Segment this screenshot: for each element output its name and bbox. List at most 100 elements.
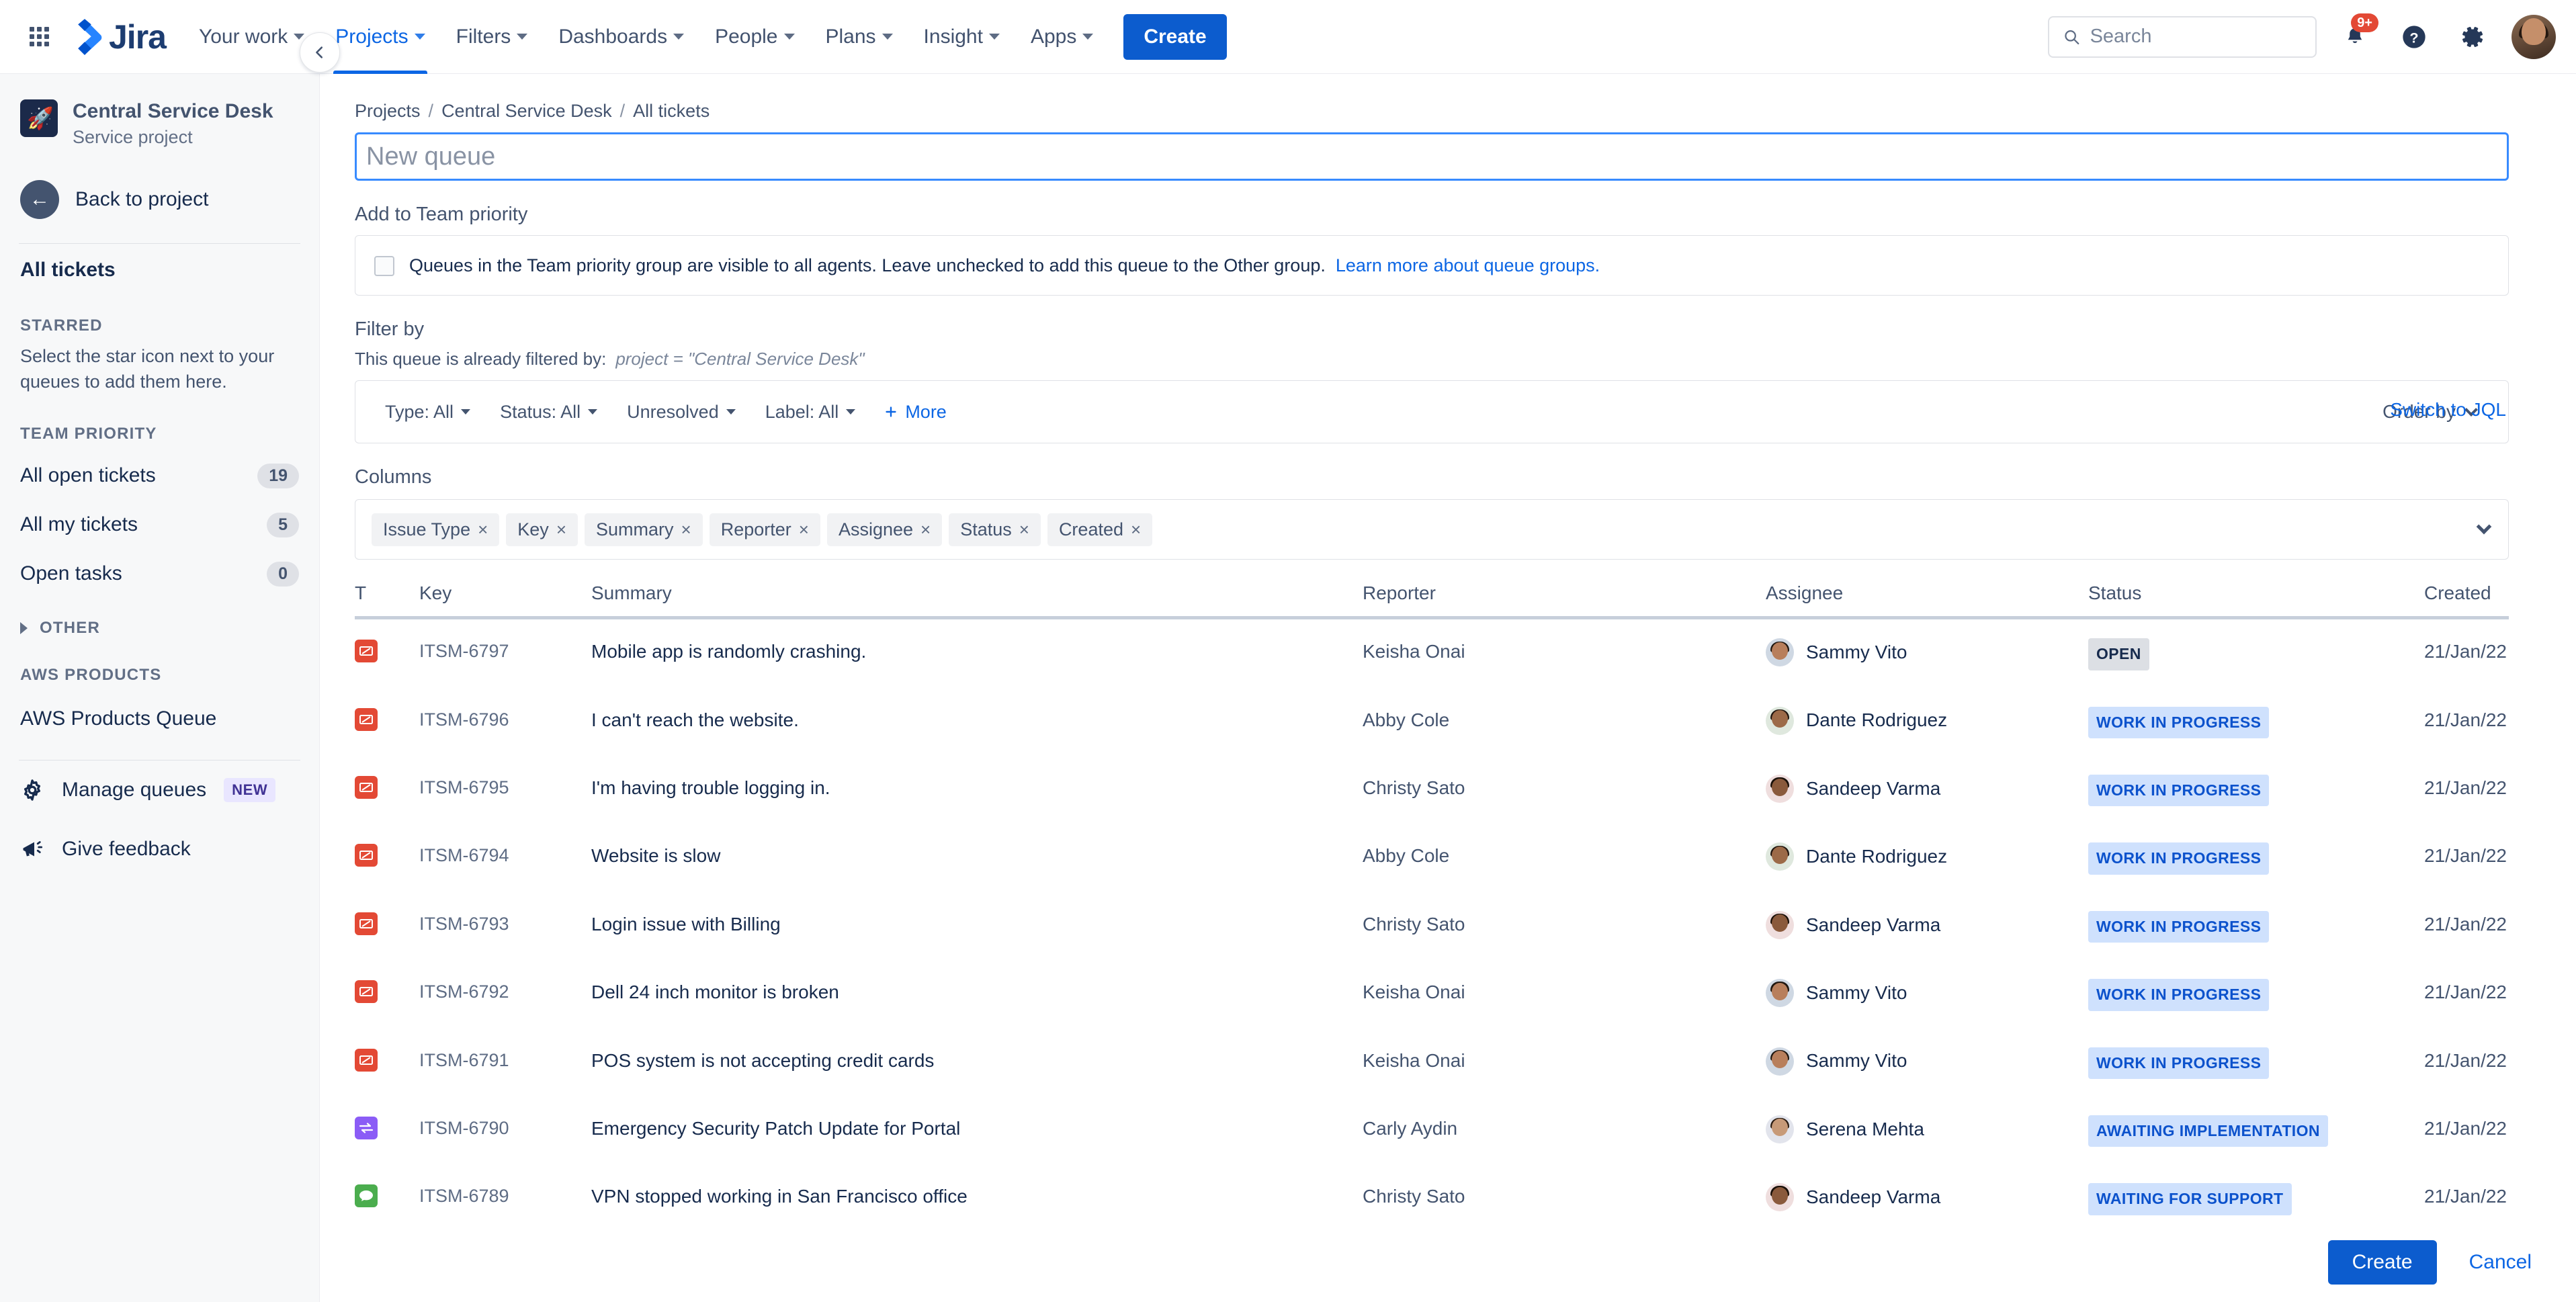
nav-item-plans[interactable]: Plans [810,0,908,74]
column-chip-summary[interactable]: Summary × [585,513,703,546]
column-chip-key[interactable]: Key × [506,513,578,546]
issue-key-cell[interactable]: ITSM-6793 [419,913,509,934]
column-chip-status[interactable]: Status × [949,513,1041,546]
remove-icon[interactable]: × [681,519,691,539]
filter-type[interactable]: Type: All [373,394,482,431]
project-header[interactable]: 🚀 Central Service Desk Service project [0,74,319,155]
back-to-project-link[interactable]: ← Back to project [0,155,319,243]
nav-item-dashboards[interactable]: Dashboards [543,0,699,74]
create-queue-button[interactable]: Create [2327,1240,2437,1285]
table-row[interactable]: ITSM-6790 Emergency Security Patch Update… [355,1096,2509,1164]
issue-key-cell[interactable]: ITSM-6790 [419,1117,509,1138]
queue-count-badge: 5 [267,512,299,537]
nav-item-insight[interactable]: Insight [908,0,1015,74]
columns-selector[interactable]: Issue Type × Key × Summary × Reporter × … [355,499,2509,560]
issue-summary-cell[interactable]: I can't reach the website. [591,709,799,730]
column-header-assignee[interactable]: Assignee [1766,582,1844,604]
table-row[interactable]: ITSM-6793 Login issue with Billing Christy… [355,892,2509,960]
remove-icon[interactable]: × [920,519,931,539]
table-row[interactable]: ITSM-6792 Dell 24 inch monitor is broken K… [355,960,2509,1028]
table-row[interactable]: ITSM-6791 POS system is not accepting cre… [355,1029,2509,1096]
sidebar-collapse-button[interactable] [300,32,340,73]
issue-key-cell[interactable]: ITSM-6794 [419,845,509,866]
user-avatar[interactable] [2511,14,2556,59]
filter-more-button[interactable]: More [873,394,957,431]
learn-more-queue-groups-link[interactable]: Learn more about queue groups. [1335,255,1600,275]
breadcrumb-all-tickets[interactable]: All tickets [633,101,710,121]
issue-summary-cell[interactable]: Mobile app is randomly crashing. [591,641,867,662]
issue-summary-cell[interactable]: Login issue with Billing [591,913,781,935]
column-header-key[interactable]: Key [419,582,452,604]
column-chip-issue-type[interactable]: Issue Type × [372,513,500,546]
chevron-down-icon[interactable] [2476,519,2492,535]
issue-summary-cell[interactable]: Emergency Security Patch Update for Port… [591,1117,961,1139]
settings-button[interactable] [2452,16,2494,58]
column-header-type[interactable]: T [355,582,367,604]
nav-item-people[interactable]: People [699,0,810,74]
sidebar-section-other[interactable]: OTHER [0,599,319,646]
table-row[interactable]: ITSM-6797 Mobile app is randomly crashing… [355,619,2509,687]
breadcrumb-central-service-desk[interactable]: Central Service Desk [441,101,612,121]
issue-summary-cell[interactable]: Website is slow [591,845,721,867]
column-header-reporter[interactable]: Reporter [1363,582,1436,604]
filter-status[interactable]: Status: All [488,394,609,431]
issue-key-cell[interactable]: ITSM-6795 [419,777,509,798]
sidebar-queue-open-tasks[interactable]: Open tasks 0 [0,550,319,599]
jira-home-link[interactable]: Jira [67,17,167,56]
issue-summary-cell[interactable]: I'm having trouble logging in. [591,777,830,799]
issue-key-cell[interactable]: ITSM-6789 [419,1186,509,1207]
sidebar-item-all-tickets[interactable]: All tickets [20,259,116,281]
table-row[interactable]: ITSM-6796 I can't reach the website. Abby … [355,688,2509,756]
cancel-button[interactable]: Cancel [2460,1251,2541,1274]
issue-key-cell[interactable]: ITSM-6797 [419,641,509,662]
queue-name-input[interactable] [355,132,2509,181]
filter-label[interactable]: Label: All [753,394,868,431]
issue-summary-cell[interactable]: POS system is not accepting credit cards [591,1049,935,1071]
app-switcher-button[interactable] [20,18,58,56]
nav-item-filters[interactable]: Filters [441,0,544,74]
column-header-created[interactable]: Created [2424,582,2491,604]
remove-icon[interactable]: × [478,519,488,539]
column-chip-reporter[interactable]: Reporter × [709,513,820,546]
issues-preview-table: T Key Summary Reporter Assignee Status C… [355,582,2509,1302]
breadcrumb-projects[interactable]: Projects [355,101,421,121]
issue-key-cell[interactable]: ITSM-6796 [419,709,509,730]
queue-label: All my tickets [20,513,138,536]
global-search[interactable] [2048,15,2317,58]
issue-status-cell: OPEN [2088,638,2424,670]
switch-to-jql-link[interactable]: Switch to JQL [2390,399,2506,421]
sidebar-manage-queues[interactable]: Manage queues NEW [0,761,319,820]
table-row[interactable]: ITSM-6789 VPN stopped working in San Fran… [355,1164,2509,1232]
remove-icon[interactable]: × [798,519,809,539]
column-chip-created[interactable]: Created × [1047,513,1153,546]
table-row[interactable]: ITSM-6795 I'm having trouble logging in. C… [355,756,2509,824]
remove-icon[interactable]: × [1019,519,1029,539]
nav-item-apps[interactable]: Apps [1015,0,1109,74]
sidebar-queue-all-my-tickets[interactable]: All my tickets 5 [0,501,319,550]
sidebar-give-feedback[interactable]: Give feedback [0,820,319,879]
issue-created-cell: 21/Jan/22 [2424,1186,2507,1207]
remove-icon[interactable]: × [1131,519,1142,539]
search-input[interactable] [2090,26,2302,48]
issue-summary-cell[interactable]: VPN stopped working in San Francisco off… [591,1186,968,1207]
order-by-dropdown[interactable]: Order by [2368,393,2491,431]
remove-icon[interactable]: × [556,519,566,539]
sidebar-queue-all-open-tickets[interactable]: All open tickets 19 [0,451,319,501]
nav-item-your-work[interactable]: Your work [183,0,320,74]
column-chip-assignee[interactable]: Assignee × [826,513,943,546]
issue-status-cell: WORK IN PROGRESS [2088,910,2424,943]
sidebar-divider [19,243,300,244]
column-header-status[interactable]: Status [2088,582,2142,604]
issue-key-cell[interactable]: ITSM-6791 [419,1049,509,1070]
sidebar-queue-aws-products[interactable]: AWS Products Queue [20,707,217,730]
team-priority-checkbox[interactable] [374,256,394,276]
issue-key-cell[interactable]: ITSM-6792 [419,982,509,1002]
table-row[interactable]: ITSM-6794 Website is slow Abby Cole Dante R… [355,824,2509,892]
global-create-button[interactable]: Create [1123,13,1227,60]
notifications-button[interactable]: 9+ [2334,13,2378,58]
help-button[interactable]: ? [2393,16,2435,58]
issue-summary-cell[interactable]: Dell 24 inch monitor is broken [591,982,839,1003]
filter-resolution[interactable]: Unresolved [615,394,748,431]
nav-item-projects[interactable]: Projects [320,0,440,74]
column-header-summary[interactable]: Summary [591,582,672,604]
